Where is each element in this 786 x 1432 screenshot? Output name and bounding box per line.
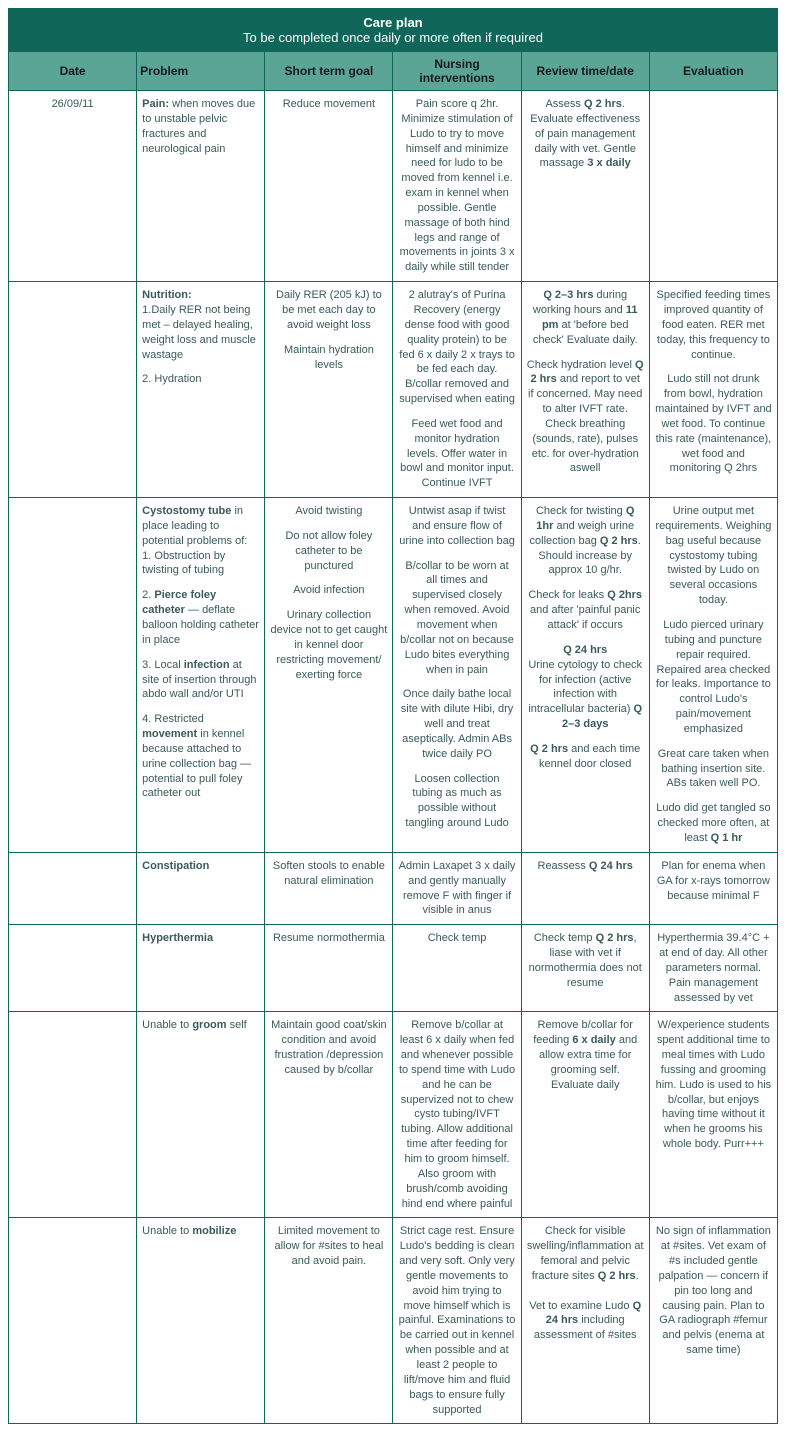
- cell-goal: Maintain good coat/skin condition and av…: [265, 1012, 393, 1218]
- col-header-review: Review time/date: [521, 52, 649, 91]
- title-main: Care plan: [363, 15, 422, 30]
- table-row: 26/09/11Pain: when moves due to unstable…: [9, 91, 778, 282]
- cell-evaluation: No sign of inflammation at #sites. Vet e…: [649, 1218, 777, 1424]
- cell-intervention: Strict cage rest. Ensure Ludo's bedding …: [393, 1218, 521, 1424]
- header-row: Date Problem Short term goal Nursing int…: [9, 52, 778, 91]
- col-header-intervention: Nursing interventions: [393, 52, 521, 91]
- cell-intervention: Admin Laxapet 3 x daily and gently manua…: [393, 852, 521, 924]
- care-plan-body: 26/09/11Pain: when moves due to unstable…: [9, 91, 778, 1424]
- cell-problem: Cystostomy tube in place leading to pote…: [137, 498, 265, 853]
- cell-evaluation: W/experience students spent additional t…: [649, 1012, 777, 1218]
- cell-evaluation: Plan for enema when GA for x-rays tomorr…: [649, 852, 777, 924]
- cell-goal: Resume normothermia: [265, 925, 393, 1012]
- cell-intervention: Check temp: [393, 925, 521, 1012]
- cell-evaluation: Urine output met requirements. Weighing …: [649, 498, 777, 853]
- col-header-goal: Short term goal: [265, 52, 393, 91]
- cell-evaluation: Specified feeding times improved quantit…: [649, 282, 777, 498]
- cell-date: [9, 498, 137, 853]
- cell-goal: Soften stools to enable natural eliminat…: [265, 852, 393, 924]
- cell-date: [9, 1012, 137, 1218]
- cell-problem: Pain: when moves due to unstable pelvic …: [137, 91, 265, 282]
- cell-evaluation: Hyperthermia 39.4°C + at end of day. All…: [649, 925, 777, 1012]
- cell-date: [9, 852, 137, 924]
- col-header-date: Date: [9, 52, 137, 91]
- table-row: Unable to mobilizeLimited movement to al…: [9, 1218, 778, 1424]
- cell-intervention: Remove b/collar at least 6 x daily when …: [393, 1012, 521, 1218]
- cell-goal: Avoid twistingDo not allow foley cathete…: [265, 498, 393, 853]
- cell-date: [9, 1218, 137, 1424]
- cell-evaluation: [649, 91, 777, 282]
- cell-intervention: Untwist asap if twist and ensure flow of…: [393, 498, 521, 853]
- cell-goal: Daily RER (205 kJ) to be met each day to…: [265, 282, 393, 498]
- cell-problem: Nutrition:1.Daily RER not being met – de…: [137, 282, 265, 498]
- col-header-evaluation: Evaluation: [649, 52, 777, 91]
- cell-review: Check temp Q 2 hrs, liase with vet if no…: [521, 925, 649, 1012]
- cell-review: Check for twisting Q 1hr and weigh urine…: [521, 498, 649, 853]
- cell-goal: Reduce movement: [265, 91, 393, 282]
- cell-problem: Hyperthermia: [137, 925, 265, 1012]
- table-row: Unable to groom selfMaintain good coat/s…: [9, 1012, 778, 1218]
- cell-problem: Constipation: [137, 852, 265, 924]
- cell-problem: Unable to groom self: [137, 1012, 265, 1218]
- cell-review: Check for visible swelling/inflammation …: [521, 1218, 649, 1424]
- cell-date: 26/09/11: [9, 91, 137, 282]
- cell-review: Reassess Q 24 hrs: [521, 852, 649, 924]
- care-plan-table: Care plan To be completed once daily or …: [8, 8, 778, 1424]
- table-row: ConstipationSoften stools to enable natu…: [9, 852, 778, 924]
- col-header-problem: Problem: [137, 52, 265, 91]
- cell-review: Q 2–3 hrs during working hours and 11 pm…: [521, 282, 649, 498]
- cell-date: [9, 282, 137, 498]
- cell-goal: Limited movement to allow for #sites to …: [265, 1218, 393, 1424]
- title-sub: To be completed once daily or more often…: [243, 30, 543, 45]
- cell-date: [9, 925, 137, 1012]
- cell-problem: Unable to mobilize: [137, 1218, 265, 1424]
- table-row: Cystostomy tube in place leading to pote…: [9, 498, 778, 853]
- cell-intervention: 2 alutray's of Purina Recovery (energy d…: [393, 282, 521, 498]
- cell-review: Remove b/collar for feeding 6 x daily an…: [521, 1012, 649, 1218]
- table-row: HyperthermiaResume normothermiaCheck tem…: [9, 925, 778, 1012]
- title-row: Care plan To be completed once daily or …: [9, 9, 778, 52]
- cell-review: Assess Q 2 hrs.Evaluate effectiveness of…: [521, 91, 649, 282]
- cell-intervention: Pain score q 2hr. Minimize stimulation o…: [393, 91, 521, 282]
- table-row: Nutrition:1.Daily RER not being met – de…: [9, 282, 778, 498]
